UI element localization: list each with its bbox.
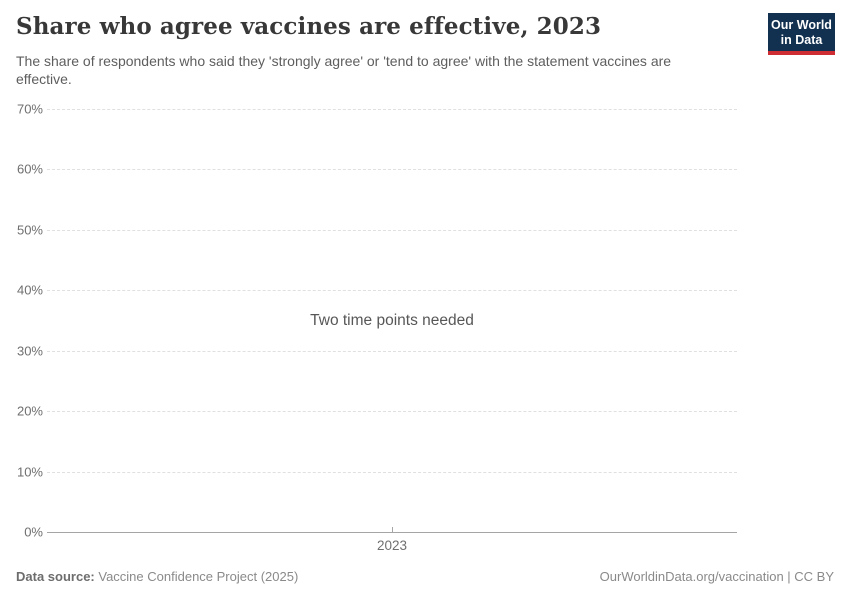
y-tick-label: 30% bbox=[16, 343, 43, 359]
license-link[interactable]: OurWorldinData.org/vaccination | CC BY bbox=[599, 569, 834, 584]
data-source-note: Data source: Vaccine Confidence Project … bbox=[16, 569, 298, 584]
owid-logo-text: Our World in Data bbox=[768, 18, 835, 48]
owid-logo[interactable]: Our World in Data bbox=[768, 13, 835, 55]
x-tick-label: 2023 bbox=[376, 538, 408, 553]
y-tick-label: 40% bbox=[16, 282, 43, 298]
data-source-value[interactable]: Vaccine Confidence Project (2025) bbox=[94, 569, 299, 584]
gridline bbox=[47, 169, 737, 170]
y-tick-label: 10% bbox=[16, 464, 43, 480]
gridline bbox=[47, 109, 737, 110]
data-source-label: Data source: bbox=[16, 569, 95, 584]
owid-logo-red-bar bbox=[768, 51, 835, 55]
gridline bbox=[47, 230, 737, 231]
empty-chart-message: Two time points needed bbox=[310, 312, 474, 329]
y-tick-label: 50% bbox=[16, 222, 43, 238]
y-tick-label: 60% bbox=[16, 161, 43, 177]
gridline bbox=[47, 351, 737, 352]
gridline bbox=[47, 290, 737, 291]
x-axis-line bbox=[47, 532, 737, 533]
y-tick-label: 20% bbox=[16, 403, 43, 419]
owid-logo-line1: Our World bbox=[771, 18, 832, 32]
y-tick-label: 70% bbox=[16, 101, 43, 117]
gridline bbox=[47, 411, 737, 412]
chart-title: Share who agree vaccines are effective, … bbox=[16, 13, 602, 40]
y-tick-label: 0% bbox=[24, 524, 43, 540]
chart-subtitle: The share of respondents who said they '… bbox=[16, 53, 672, 87]
x-tick-mark bbox=[392, 527, 393, 532]
owid-logo-line2: in Data bbox=[780, 33, 823, 47]
gridline bbox=[47, 472, 737, 473]
